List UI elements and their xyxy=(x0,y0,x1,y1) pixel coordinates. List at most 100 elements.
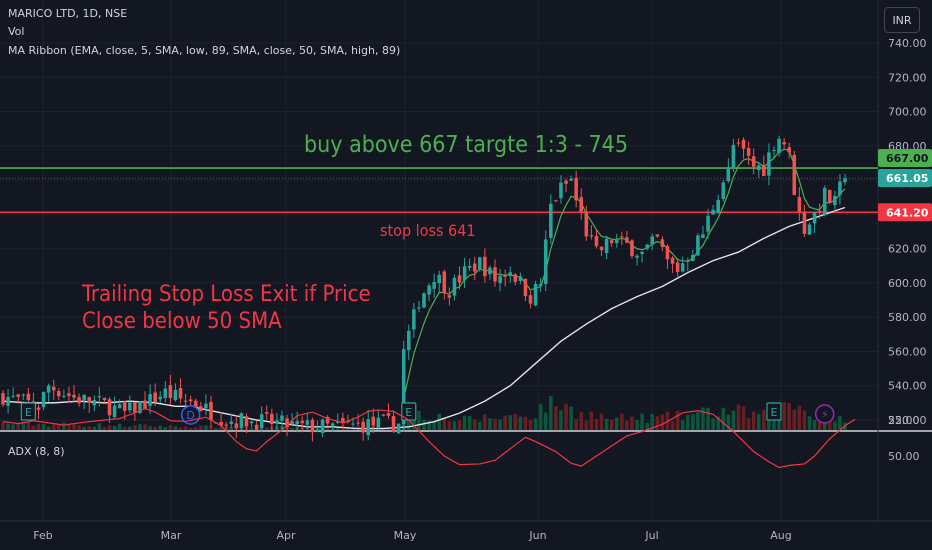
volume-bar xyxy=(630,416,634,430)
candle-body xyxy=(488,267,492,275)
candle-body xyxy=(209,401,213,421)
candle-body xyxy=(57,391,61,397)
time-tick-label: Apr xyxy=(276,529,296,542)
volume-bar xyxy=(493,418,497,430)
volume-bar xyxy=(31,425,36,430)
volume-bar xyxy=(533,418,538,430)
price-tick-label: 720.00 xyxy=(888,71,927,84)
candle-body xyxy=(675,262,680,272)
dividend-marker-label: D xyxy=(186,409,194,422)
candle-body xyxy=(772,150,776,152)
event-markers: E E E D ⚡ xyxy=(20,402,835,425)
candle-body xyxy=(21,394,26,396)
candle-body xyxy=(543,239,548,285)
volume-bar xyxy=(554,406,558,430)
candle-body xyxy=(376,417,381,428)
volume-bar xyxy=(746,418,751,430)
candle-body xyxy=(777,138,781,153)
time-tick-label: Mar xyxy=(161,529,182,542)
volume-bar xyxy=(833,421,837,430)
candle-body xyxy=(143,400,147,410)
candle-body xyxy=(584,211,589,237)
candle-body xyxy=(188,399,193,402)
volume-bar xyxy=(498,419,502,430)
volume-bar xyxy=(57,424,61,430)
candle-body xyxy=(726,167,731,182)
candle-body xyxy=(97,396,102,398)
candle-body xyxy=(680,263,685,272)
volume-bar xyxy=(685,414,690,430)
volume-bar xyxy=(447,421,452,430)
candle-body xyxy=(386,413,391,416)
candle-body xyxy=(478,257,482,270)
candle-body xyxy=(16,394,20,397)
volume-bar xyxy=(427,420,431,430)
candle-body xyxy=(498,276,502,284)
volume-bar xyxy=(797,405,802,430)
volume-bar xyxy=(229,427,234,430)
candle-body xyxy=(696,235,700,256)
candle-body xyxy=(168,385,173,399)
volume-bar xyxy=(670,421,675,430)
volume-bar xyxy=(77,425,81,430)
candle-body xyxy=(559,182,563,199)
candle-body xyxy=(153,392,157,403)
volume-bar xyxy=(193,427,198,430)
price-tick-label: 620.00 xyxy=(888,243,927,256)
candle-body xyxy=(523,278,528,297)
candle-body xyxy=(462,266,467,281)
candle-body xyxy=(756,165,761,171)
volume-bar xyxy=(478,421,482,430)
candle-body xyxy=(112,405,117,418)
volume-bar xyxy=(706,407,710,430)
volume-bar xyxy=(488,418,492,430)
volume-bar xyxy=(777,413,781,430)
volume-bar xyxy=(107,425,112,430)
candle-body xyxy=(275,420,279,424)
candle-body xyxy=(102,397,107,401)
volume-bar xyxy=(46,426,51,430)
volume-bar xyxy=(82,426,86,430)
candle-body xyxy=(721,182,726,199)
volume-bar xyxy=(726,414,731,430)
candle-body xyxy=(670,257,675,264)
candle-body xyxy=(614,239,619,244)
candle-body xyxy=(635,255,639,258)
volume-bar xyxy=(417,410,421,430)
candle-body xyxy=(315,429,320,431)
flash-marker xyxy=(814,404,835,424)
earnings-marker-label: E xyxy=(25,406,32,419)
candle-body xyxy=(1,393,5,405)
candle-body xyxy=(381,414,386,416)
volume-bar xyxy=(711,418,715,430)
candle-body xyxy=(751,156,756,167)
volume-bar xyxy=(523,416,528,430)
candle-body xyxy=(158,396,163,400)
candle-body xyxy=(427,285,431,295)
volume-bar xyxy=(153,426,157,430)
volume-bar xyxy=(112,425,117,430)
volume-bar xyxy=(457,420,462,430)
candle-body xyxy=(706,215,710,232)
volume-bar xyxy=(569,406,573,430)
volume-bar xyxy=(620,413,624,430)
volume-bar xyxy=(696,412,700,430)
volume-bar xyxy=(609,419,614,430)
candle-body xyxy=(178,388,183,399)
candle-body xyxy=(513,274,518,282)
price-tick-label: 560.00 xyxy=(888,345,927,358)
candle-body xyxy=(620,236,624,238)
price-tick-label: 540.00 xyxy=(888,380,927,393)
candle-body xyxy=(787,147,791,153)
candle-body xyxy=(691,254,695,262)
volume-bar xyxy=(117,423,122,430)
price-badge xyxy=(878,169,932,187)
price-badge-label: 667.00 xyxy=(886,152,929,165)
candle-body xyxy=(11,395,15,397)
candle-body xyxy=(599,246,604,251)
candle-body xyxy=(320,419,325,434)
currency-button[interactable]: INR xyxy=(884,7,920,33)
ma-ribbon-label: MA Ribbon (EMA, close, 5, SMA, low, 89, … xyxy=(8,44,401,57)
volume-bar xyxy=(741,406,746,430)
